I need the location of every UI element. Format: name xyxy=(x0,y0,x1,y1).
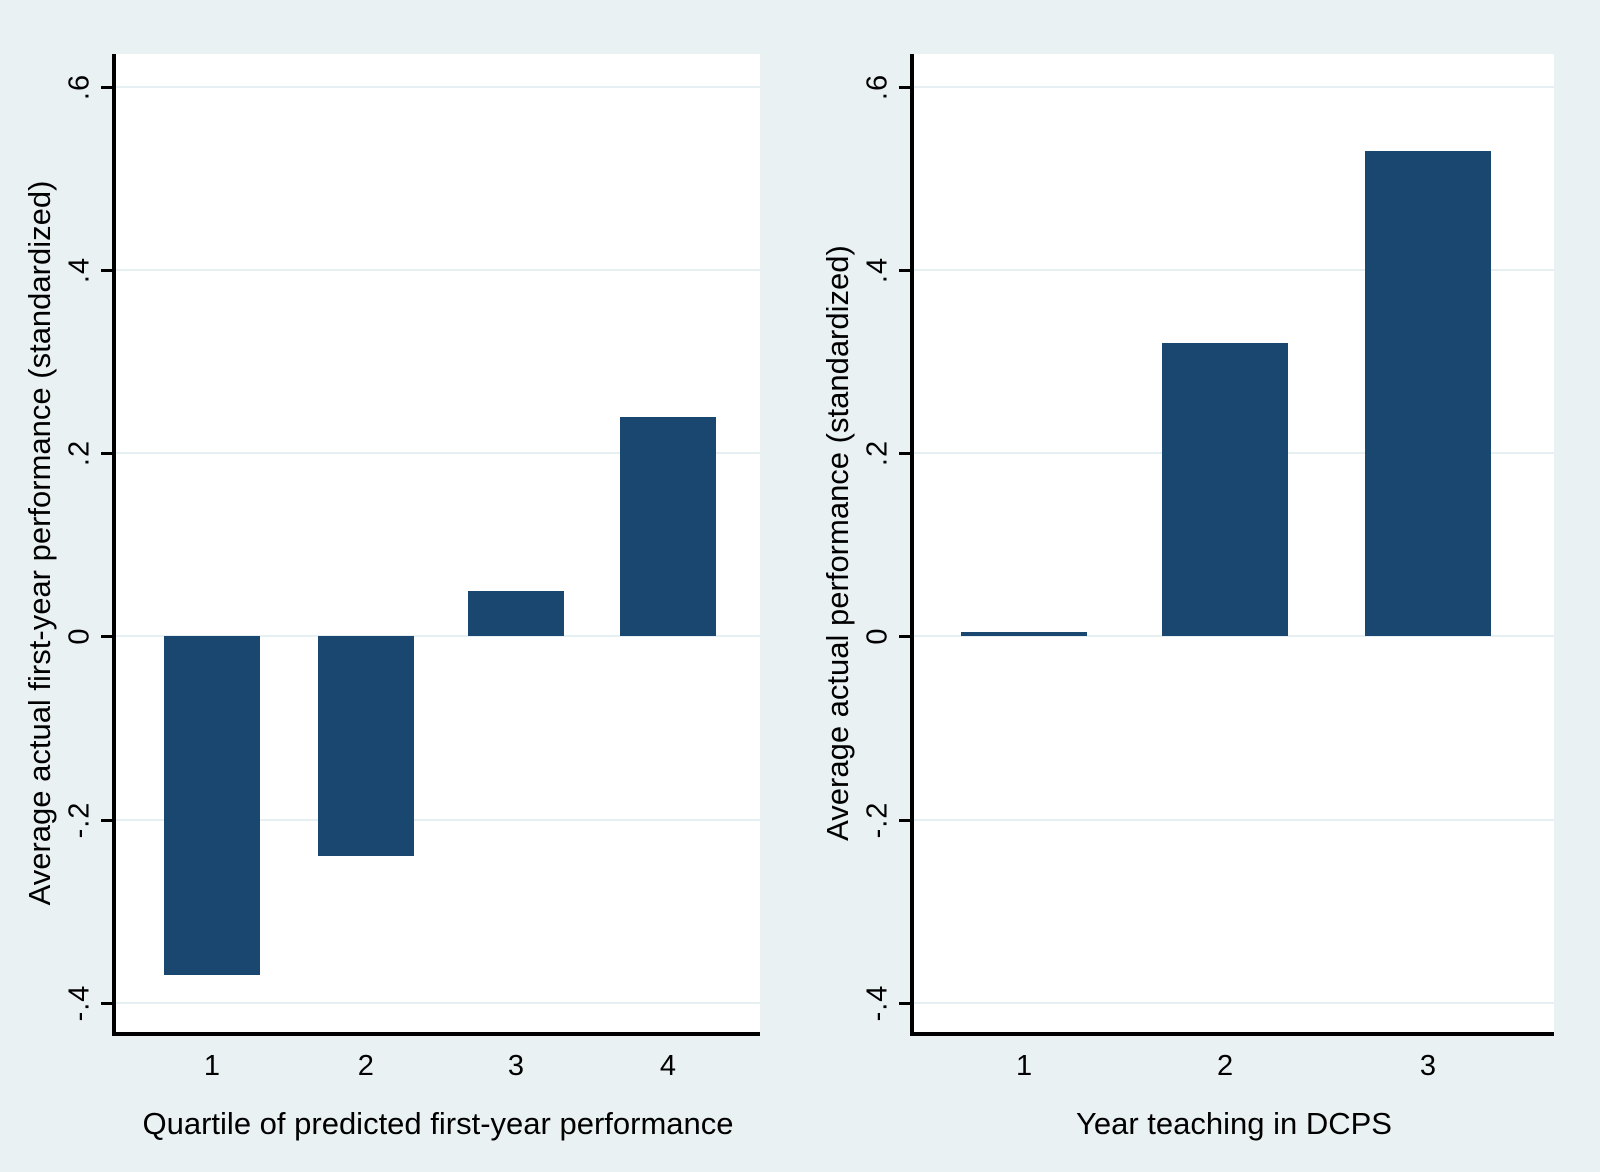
y-tick-mark xyxy=(101,635,112,639)
x-tick-label: 1 xyxy=(203,1050,221,1082)
bar-category-1 xyxy=(164,636,260,976)
bar-category-2 xyxy=(318,636,414,857)
gridline xyxy=(116,269,760,272)
bar-category-3 xyxy=(468,590,564,637)
y-tick-mark xyxy=(101,269,112,273)
x-tick-label: 4 xyxy=(659,1050,676,1082)
bar-category-2 xyxy=(1162,343,1289,637)
y-tick-mark xyxy=(899,1001,910,1005)
gridline xyxy=(914,635,1554,638)
left-plot-area: Average actual first-year performance (s… xyxy=(22,54,760,1141)
x-tick-label: 3 xyxy=(1419,1050,1436,1082)
gridline xyxy=(914,1001,1554,1004)
y-tick-mark xyxy=(101,1001,112,1005)
y-tick-mark xyxy=(101,818,112,822)
y-tick-mark xyxy=(899,269,910,273)
gridline xyxy=(116,1001,760,1004)
x-tick-label: 1 xyxy=(1016,1050,1033,1082)
x-tick-label: 2 xyxy=(357,1050,374,1082)
gridline xyxy=(116,635,760,638)
x-tick-label: 3 xyxy=(507,1050,524,1082)
bar-category-3 xyxy=(1364,151,1491,637)
y-tick-mark xyxy=(101,452,112,456)
left-x-axis-title: Quartile of predicted first-year perform… xyxy=(142,1106,734,1141)
bar-category-4 xyxy=(620,416,716,637)
gridline xyxy=(116,818,760,821)
gridline xyxy=(116,85,760,88)
y-tick-mark xyxy=(899,635,910,639)
y-tick-mark xyxy=(101,85,112,89)
gridline xyxy=(914,269,1554,272)
gridline xyxy=(914,818,1554,821)
bar-category-1 xyxy=(961,631,1088,637)
right-x-axis-title: Year teaching in DCPS xyxy=(1076,1106,1392,1141)
right-plot-area: Average actual performance (standardized… xyxy=(820,54,1554,1141)
y-tick-mark xyxy=(899,452,910,456)
gridline xyxy=(914,85,1554,88)
left-y-axis-title: Average actual first-year performance (s… xyxy=(22,180,57,906)
x-tick-label: 2 xyxy=(1216,1050,1234,1082)
right-y-axis-title: Average actual performance (standardized… xyxy=(820,245,855,841)
y-tick-mark xyxy=(899,818,910,822)
gridline xyxy=(116,452,760,455)
y-tick-mark xyxy=(899,85,910,89)
